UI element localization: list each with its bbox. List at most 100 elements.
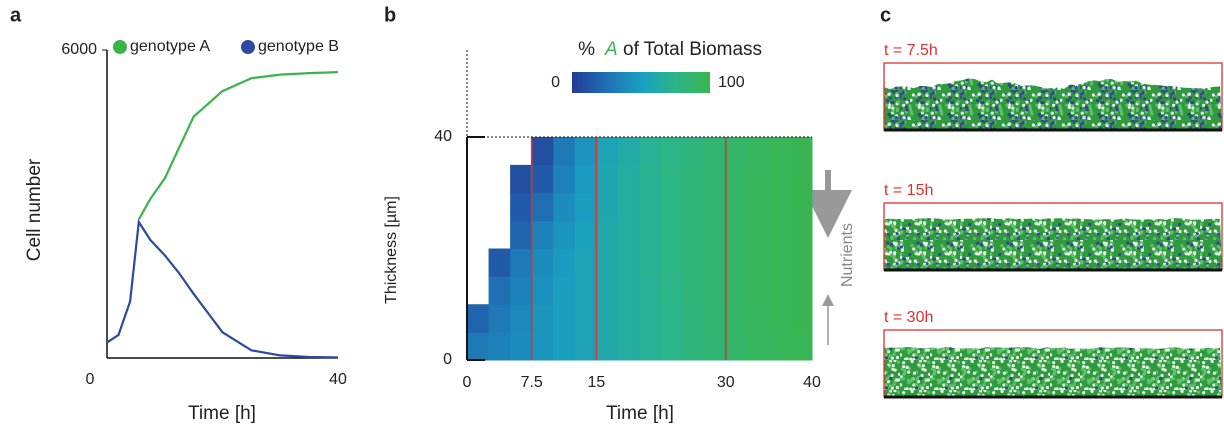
heatmap-cell (790, 220, 813, 249)
heatmap-cell (574, 248, 597, 277)
heatmap-cell (531, 248, 554, 277)
series-line (137, 71, 339, 220)
heatmap-cell (704, 164, 727, 194)
heatmap-cell (704, 137, 727, 166)
heatmap-cell (531, 276, 554, 305)
heatmap-cell (790, 332, 813, 361)
y-tick-label: 0 (443, 351, 452, 368)
heatmap-cell (661, 248, 684, 277)
heatmap-cell (639, 192, 662, 222)
heatmap-cell (639, 248, 662, 277)
heatmap-cell (725, 332, 748, 361)
heatmap-cell (682, 248, 705, 277)
heatmap-cell (661, 192, 684, 222)
heatmap-cell (725, 304, 748, 333)
heatmap-cell (617, 164, 640, 194)
heatmap-cell (574, 220, 597, 249)
snapshot-label: t = 7.5h (884, 42, 938, 59)
heatmap-cell (639, 164, 662, 194)
heatmap-cell (747, 164, 770, 194)
heatmap-cell (790, 304, 813, 333)
heatmap-cell (617, 248, 640, 277)
heatmap-cell (617, 304, 640, 333)
heatmap-cell (596, 304, 619, 333)
heatmap-cell (596, 137, 619, 166)
biofilm (884, 78, 1222, 130)
heatmap-cell (553, 220, 576, 249)
heatmap-cell (768, 137, 791, 166)
heatmap-cell (596, 248, 619, 277)
heatmap-cell (725, 137, 748, 166)
heatmap-cell (467, 332, 490, 361)
y-tick-label: 6000 (61, 41, 97, 58)
heatmap-cell (790, 192, 813, 222)
heatmap-cell (488, 332, 511, 361)
heatmap-cell (574, 304, 597, 333)
heatmap-cell (639, 276, 662, 305)
heatmap-cell (467, 304, 490, 333)
heatmap-cell (725, 220, 748, 249)
snapshot-label: t = 15h (884, 182, 933, 199)
heatmap-cell (661, 304, 684, 333)
series-line (106, 218, 339, 359)
heatmap-cell (790, 164, 813, 194)
heatmap-cell (617, 192, 640, 222)
heatmap-cell (488, 276, 511, 305)
heatmap-cell (574, 332, 597, 361)
heatmap-cell (531, 192, 554, 222)
heatmap-cell (704, 332, 727, 361)
x-axis-label: Time [h] (606, 403, 674, 424)
y-axis-label: Thickness [µm] (383, 196, 400, 304)
heatmap-cell (574, 192, 597, 222)
heatmap-cell (617, 137, 640, 166)
legend-marker (241, 40, 255, 54)
heatmap-cell (682, 276, 705, 305)
heatmap-cell (768, 220, 791, 249)
heatmap-cell (682, 164, 705, 194)
x-tick-label: 40 (329, 371, 347, 388)
heatmap-cell (639, 220, 662, 249)
legend-label: genotype B (258, 38, 339, 55)
colorbar (572, 72, 710, 93)
heatmap-cell (725, 192, 748, 222)
heatmap-cell (768, 304, 791, 333)
colorbar-tick-label: 100 (718, 74, 745, 91)
x-tick-label: 0 (86, 371, 95, 388)
heatmap-cell (596, 192, 619, 222)
annotation: Nutrients (839, 223, 856, 287)
heatmap-cell (488, 248, 511, 277)
x-tick-label: 0 (463, 374, 472, 391)
heatmap-cell (768, 276, 791, 305)
heatmap-cell (531, 304, 554, 333)
heatmap-cell (510, 304, 533, 333)
heatmap-cell (510, 248, 533, 277)
heatmap-cell (704, 220, 727, 249)
y-tick-label: 40 (434, 128, 452, 145)
x-tick-label: 30 (717, 374, 735, 391)
heatmap-cell (531, 164, 554, 194)
heatmap-cell (768, 248, 791, 277)
heatmap-cell (553, 137, 576, 166)
snapshot-label: t = 30h (884, 309, 933, 326)
y-axis-label: Cell number (24, 158, 45, 261)
heatmap-cell (639, 304, 662, 333)
heatmap-cell (531, 220, 554, 249)
heatmap-cell (639, 137, 662, 166)
heatmap-cell (661, 164, 684, 194)
heatmap-cell (747, 304, 770, 333)
heatmap-cell (553, 332, 576, 361)
heatmap-cell (553, 248, 576, 277)
colorbar-title: % (578, 39, 595, 60)
heatmap-cell (704, 192, 727, 222)
heatmap-cell (790, 248, 813, 277)
heatmap-cell (747, 332, 770, 361)
heatmap-cell (682, 137, 705, 166)
heatmap-cell (768, 332, 791, 361)
heatmap-cell (747, 192, 770, 222)
heatmap-cell (704, 304, 727, 333)
heatmap-cell (704, 248, 727, 277)
heatmap-cell (553, 304, 576, 333)
colorbar-title: of Total Biomass (623, 39, 762, 60)
heatmap-cell (617, 220, 640, 249)
heatmap-cell (510, 332, 533, 361)
